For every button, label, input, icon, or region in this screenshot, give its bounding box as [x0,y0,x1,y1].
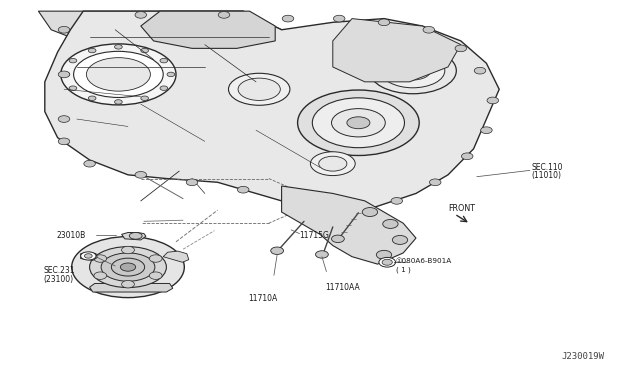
Ellipse shape [332,235,344,243]
Ellipse shape [340,209,351,215]
Text: ①080A6-B901A: ①080A6-B901A [396,259,452,264]
Ellipse shape [332,109,385,137]
Ellipse shape [481,127,492,134]
Ellipse shape [310,152,355,176]
Text: 11710A: 11710A [248,294,278,303]
Ellipse shape [429,179,441,186]
Ellipse shape [474,67,486,74]
Ellipse shape [81,252,96,260]
Ellipse shape [382,259,392,265]
Ellipse shape [141,48,148,53]
Ellipse shape [115,45,122,49]
Ellipse shape [58,116,70,122]
Ellipse shape [282,15,294,22]
Ellipse shape [58,71,70,78]
Ellipse shape [94,255,107,262]
Ellipse shape [228,73,290,105]
Ellipse shape [149,272,162,279]
Polygon shape [38,11,282,52]
Ellipse shape [84,160,95,167]
Ellipse shape [88,48,96,53]
Ellipse shape [218,12,230,18]
Ellipse shape [62,72,70,77]
Ellipse shape [72,237,184,298]
Ellipse shape [135,12,147,18]
Ellipse shape [455,45,467,52]
Ellipse shape [378,19,390,26]
Ellipse shape [271,247,284,254]
Ellipse shape [141,96,148,100]
Ellipse shape [129,232,142,239]
Ellipse shape [115,100,122,104]
Ellipse shape [237,186,249,193]
Ellipse shape [167,72,175,77]
Ellipse shape [379,257,396,267]
Ellipse shape [120,263,136,271]
Ellipse shape [149,255,162,262]
Ellipse shape [319,156,347,171]
Ellipse shape [289,201,300,208]
Ellipse shape [391,198,403,204]
Ellipse shape [86,58,150,91]
Text: 23010B: 23010B [56,231,86,240]
Text: J230019W: J230019W [562,352,605,361]
Ellipse shape [298,90,419,155]
Text: ( 1 ): ( 1 ) [396,267,410,273]
Text: (11010): (11010) [531,171,561,180]
Text: SEC.231: SEC.231 [44,266,75,275]
Ellipse shape [381,54,445,88]
Ellipse shape [383,219,398,228]
Ellipse shape [122,280,134,288]
Ellipse shape [423,26,435,33]
Ellipse shape [90,247,166,288]
Polygon shape [141,11,275,48]
Text: SEC.110: SEC.110 [531,163,563,172]
Text: FRONT: FRONT [448,204,475,213]
Ellipse shape [487,97,499,104]
Ellipse shape [160,86,168,90]
Ellipse shape [58,138,70,145]
Polygon shape [163,251,189,262]
Polygon shape [282,186,416,264]
Ellipse shape [88,96,96,100]
Polygon shape [45,11,499,212]
Ellipse shape [101,253,155,281]
Ellipse shape [122,246,134,254]
Polygon shape [90,283,173,292]
Ellipse shape [61,44,176,105]
Ellipse shape [111,258,145,276]
Ellipse shape [69,86,77,90]
Ellipse shape [316,251,328,258]
Ellipse shape [312,98,404,148]
Polygon shape [333,19,461,82]
Ellipse shape [58,26,70,33]
Ellipse shape [392,235,408,244]
Text: 11715G: 11715G [300,231,330,240]
Ellipse shape [333,15,345,22]
Ellipse shape [362,208,378,217]
Polygon shape [122,232,146,240]
Ellipse shape [347,117,370,129]
Ellipse shape [74,51,163,97]
Ellipse shape [160,58,168,63]
Ellipse shape [369,48,456,94]
Ellipse shape [238,78,280,100]
Ellipse shape [376,250,392,259]
Text: 11710AA: 11710AA [325,283,360,292]
Ellipse shape [94,272,107,279]
Ellipse shape [84,254,92,258]
Ellipse shape [461,153,473,160]
Ellipse shape [395,61,431,80]
Ellipse shape [69,58,77,63]
Ellipse shape [135,171,147,178]
Text: (23100): (23100) [44,275,74,284]
Ellipse shape [186,179,198,186]
Polygon shape [81,252,97,260]
